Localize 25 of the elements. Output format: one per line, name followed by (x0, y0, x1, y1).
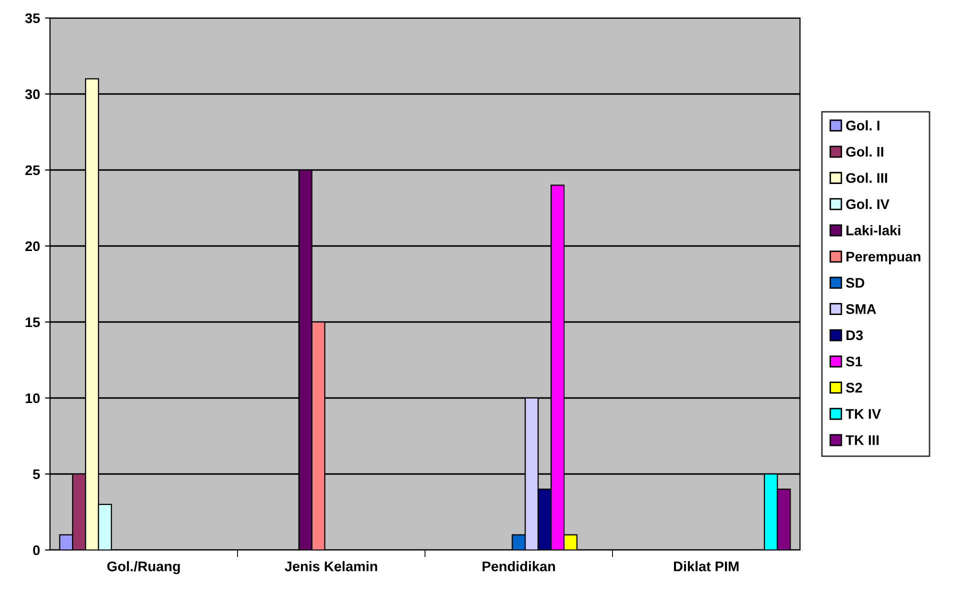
y-tick-label: 15 (26, 317, 40, 328)
legend-label: Gol. IV (846, 198, 890, 210)
legend-label: S2 (846, 382, 862, 393)
y-tick-label: 35 (25, 13, 40, 24)
legend-label: D3 (846, 330, 863, 340)
y-tick-label: 25 (25, 165, 40, 176)
legend-label: Perempuan (846, 252, 920, 264)
x-tick-label: Gol./Ruang (107, 561, 180, 574)
legend-label: Gol. III (846, 172, 888, 183)
legend-label: SD (846, 278, 864, 288)
legend-label: Gol. II (846, 146, 884, 157)
y-tick-label: 30 (25, 89, 40, 100)
x-tick-label: Pendidikan (482, 561, 555, 572)
legend-label: SMA (846, 304, 876, 314)
legend-label: S1 (846, 356, 862, 366)
y-tick-label: 10 (26, 393, 40, 404)
x-tick-label: Jenis Kelamin (284, 561, 378, 572)
legend-label: TK IV (846, 409, 881, 419)
y-tick-label: 0 (33, 545, 40, 556)
y-tick-label: 20 (25, 241, 40, 252)
y-tick-label: 5 (32, 469, 40, 480)
legend-label: Gol. I (846, 120, 880, 130)
legend-label: TK III (846, 435, 879, 445)
legend-label: Laki-laki (846, 225, 900, 236)
x-tick-label: Diklat PIM (674, 561, 739, 572)
